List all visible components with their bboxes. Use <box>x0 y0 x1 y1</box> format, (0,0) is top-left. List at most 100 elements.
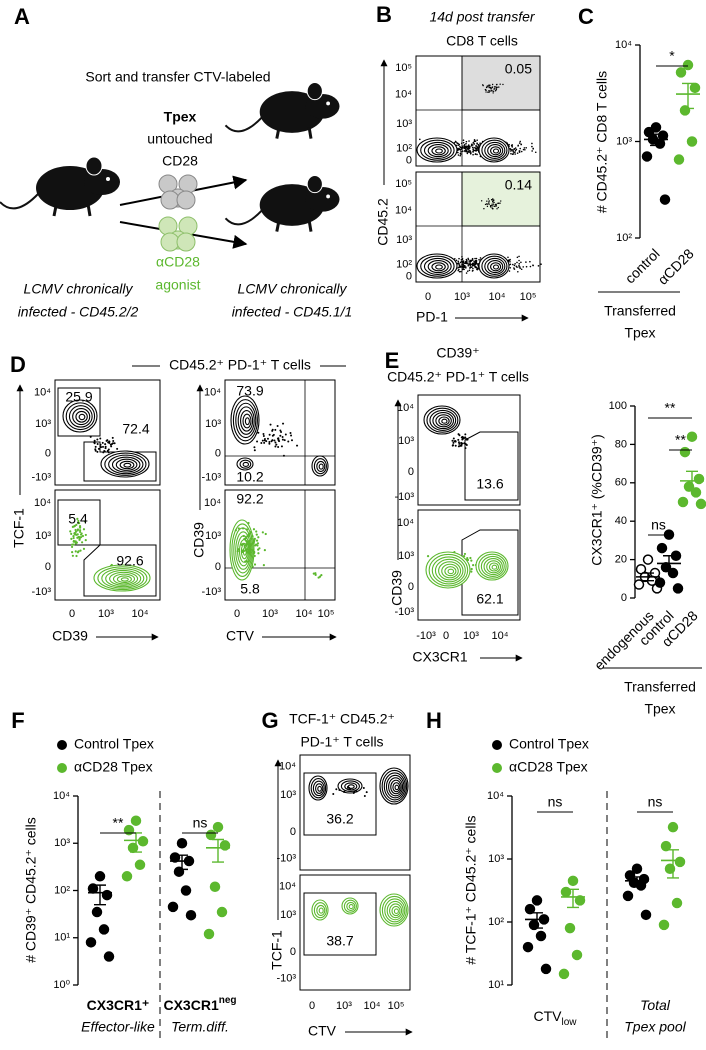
event <box>253 446 256 449</box>
panel-title: CD45.2⁺ PD-1⁺ T cells <box>387 369 529 385</box>
plot-frame <box>415 171 541 283</box>
y-axis-label: # CD45.2⁺ CD8 T cells <box>594 71 610 213</box>
event <box>467 264 470 267</box>
panel-letter: A <box>14 4 30 29</box>
y-tick-label: 0 <box>621 592 627 604</box>
event <box>507 256 509 259</box>
contour <box>123 462 132 468</box>
data-point <box>650 122 662 133</box>
y-tick-label: 60 <box>615 477 627 489</box>
event <box>460 266 463 268</box>
event <box>106 439 109 442</box>
contour <box>346 901 356 911</box>
contour <box>491 564 498 570</box>
recipient-label: LCMV chronically <box>238 281 348 297</box>
event <box>107 451 110 454</box>
category-note: Term.diff. <box>171 1019 229 1035</box>
event <box>509 267 512 269</box>
y-tick-label: 20 <box>615 554 627 566</box>
event <box>253 537 256 540</box>
event <box>494 90 497 92</box>
y-tick-label: 10⁴ <box>279 760 296 772</box>
group-label: Tpex <box>644 701 675 717</box>
event <box>252 528 256 531</box>
event <box>246 535 249 538</box>
event <box>518 262 521 265</box>
event <box>475 261 477 263</box>
mouse-eye <box>326 194 330 199</box>
x-tick-label: Total <box>640 997 671 1013</box>
event <box>491 203 493 205</box>
event <box>496 86 498 89</box>
legend-marker <box>57 740 67 750</box>
significance-label: ns <box>548 794 563 810</box>
gate <box>303 772 377 836</box>
significance-label: ** <box>113 815 124 831</box>
event <box>476 153 478 156</box>
event <box>455 259 458 262</box>
event <box>96 450 99 453</box>
data-point <box>686 431 698 442</box>
contour <box>240 409 254 432</box>
y-tick-label: 0 <box>408 466 414 478</box>
mouse-tail <box>224 210 263 226</box>
x-tick-label: 10³ <box>454 291 470 303</box>
contour <box>487 144 504 158</box>
event <box>474 266 477 269</box>
event <box>462 262 465 264</box>
event <box>490 204 492 207</box>
event <box>76 536 79 539</box>
event <box>498 202 500 204</box>
contour <box>78 413 86 421</box>
event <box>518 150 521 152</box>
contour <box>435 414 452 428</box>
contour <box>492 264 500 270</box>
event <box>245 539 248 543</box>
data-point <box>689 82 701 94</box>
error-bar <box>682 82 694 110</box>
y-tick-label: 10³ <box>35 418 51 430</box>
data-point <box>212 821 224 833</box>
event <box>511 153 514 156</box>
event <box>470 144 473 147</box>
y-tick-label: -10³ <box>394 606 414 618</box>
contour <box>394 784 400 791</box>
event <box>243 544 246 548</box>
event <box>496 208 498 210</box>
mouse <box>305 93 340 119</box>
contour <box>390 779 402 795</box>
event <box>256 440 259 443</box>
event <box>476 146 478 149</box>
event <box>71 551 74 554</box>
y-tick-label: 10⁴ <box>615 39 632 51</box>
event <box>458 263 460 265</box>
event <box>493 201 495 204</box>
event <box>477 144 480 146</box>
contour <box>108 454 144 475</box>
event <box>470 559 473 562</box>
event <box>263 549 266 552</box>
data-point <box>679 446 691 458</box>
event <box>461 150 464 152</box>
gate-frequency: 10.2 <box>236 469 263 485</box>
mouse-tail <box>224 117 263 133</box>
data-point <box>693 473 705 485</box>
y-tick-label: -10³ <box>31 586 51 598</box>
y-tick-label: 0 <box>290 946 296 958</box>
contour <box>481 255 508 277</box>
event <box>71 554 74 557</box>
event <box>257 548 260 551</box>
event <box>244 548 247 552</box>
event <box>465 262 468 264</box>
event <box>473 143 476 145</box>
event <box>519 147 522 150</box>
event <box>96 438 99 441</box>
event <box>255 539 259 542</box>
x-tick-label: 0 <box>309 1000 315 1012</box>
mouse-leg <box>275 128 281 139</box>
contour <box>484 141 506 159</box>
event <box>249 551 252 554</box>
data-point <box>185 909 197 921</box>
event <box>457 154 460 156</box>
